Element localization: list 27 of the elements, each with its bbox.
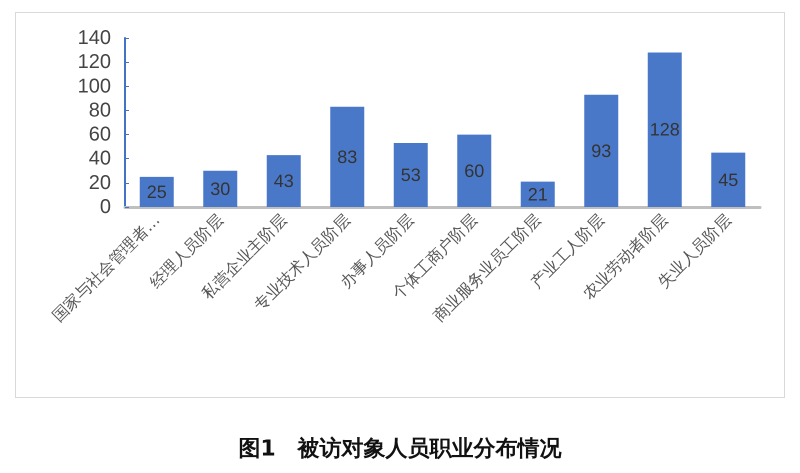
bar [330, 106, 364, 207]
data-label: 25 [146, 182, 167, 202]
bar [394, 143, 428, 207]
y-tick-label: 140 [78, 27, 111, 49]
bar [648, 52, 682, 207]
data-label: 128 [650, 120, 680, 140]
y-tick-label: 120 [78, 51, 111, 74]
data-label: 45 [718, 170, 738, 190]
y-tick-label: 20 [88, 172, 111, 194]
bar [520, 182, 555, 207]
data-label: 21 [528, 184, 548, 204]
bar [584, 94, 618, 207]
data-label: 83 [337, 146, 358, 167]
data-label: 43 [274, 171, 294, 192]
data-label: 53 [400, 165, 421, 186]
bar [266, 155, 301, 207]
data-label: 60 [464, 160, 484, 181]
y-tick-label: 40 [88, 148, 111, 170]
y-tick-label: 80 [88, 99, 111, 122]
data-label: 30 [210, 178, 230, 199]
y-tick-label: 0 [100, 196, 111, 218]
bar [457, 134, 492, 207]
y-tick-label: 60 [88, 124, 111, 146]
bar [711, 152, 746, 207]
data-label: 93 [591, 140, 612, 161]
y-tick-label: 100 [78, 75, 111, 98]
text: 图1 被访对象人员职业分布情况 [238, 436, 563, 462]
